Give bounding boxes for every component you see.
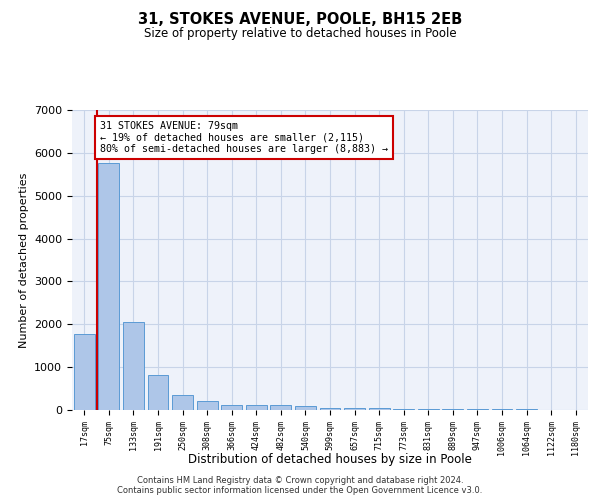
Bar xyxy=(123,322,144,410)
Bar xyxy=(418,408,439,410)
Y-axis label: Number of detached properties: Number of detached properties xyxy=(19,172,29,348)
Bar xyxy=(271,406,292,410)
Bar xyxy=(148,375,169,410)
Bar xyxy=(295,406,316,410)
Bar xyxy=(74,334,95,410)
Bar xyxy=(442,409,463,410)
Text: 31 STOKES AVENUE: 79sqm
← 19% of detached houses are smaller (2,115)
80% of semi: 31 STOKES AVENUE: 79sqm ← 19% of detache… xyxy=(100,120,388,154)
Text: Contains HM Land Registry data © Crown copyright and database right 2024.
Contai: Contains HM Land Registry data © Crown c… xyxy=(118,476,482,495)
Bar xyxy=(197,401,218,410)
Bar xyxy=(320,408,340,410)
Bar xyxy=(246,406,267,410)
Bar xyxy=(393,408,414,410)
Text: Distribution of detached houses by size in Poole: Distribution of detached houses by size … xyxy=(188,452,472,466)
Bar xyxy=(221,404,242,410)
Bar xyxy=(172,394,193,410)
Bar xyxy=(344,408,365,410)
Bar xyxy=(98,163,119,410)
Text: Size of property relative to detached houses in Poole: Size of property relative to detached ho… xyxy=(143,28,457,40)
Text: 31, STOKES AVENUE, POOLE, BH15 2EB: 31, STOKES AVENUE, POOLE, BH15 2EB xyxy=(138,12,462,28)
Bar xyxy=(368,408,389,410)
Bar xyxy=(467,409,488,410)
